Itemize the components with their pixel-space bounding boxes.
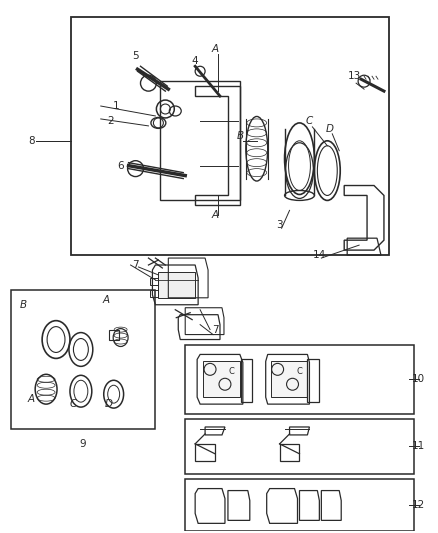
Text: D: D bbox=[105, 399, 113, 409]
Text: 12: 12 bbox=[412, 500, 425, 511]
Text: 10: 10 bbox=[412, 374, 425, 384]
Text: 6: 6 bbox=[117, 160, 124, 171]
Text: 11: 11 bbox=[412, 441, 425, 451]
Text: 1: 1 bbox=[113, 101, 119, 111]
Text: B: B bbox=[237, 131, 244, 141]
Text: A: A bbox=[102, 295, 110, 305]
Text: 4: 4 bbox=[192, 56, 198, 66]
Text: 9: 9 bbox=[80, 439, 86, 449]
Text: D: D bbox=[325, 124, 333, 134]
Text: A: A bbox=[212, 44, 219, 54]
Text: A: A bbox=[28, 394, 35, 404]
Text: 13: 13 bbox=[347, 71, 361, 81]
Text: 2: 2 bbox=[107, 116, 114, 126]
Text: C: C bbox=[297, 367, 302, 376]
Text: C: C bbox=[306, 116, 313, 126]
Bar bbox=[185, 479, 414, 531]
Bar bbox=[11, 290, 155, 429]
Text: 7: 7 bbox=[212, 325, 218, 335]
Text: 5: 5 bbox=[132, 51, 139, 61]
Text: 14: 14 bbox=[313, 250, 326, 260]
Text: 3: 3 bbox=[276, 220, 283, 230]
Bar bbox=[185, 419, 414, 474]
Polygon shape bbox=[159, 272, 195, 298]
Text: C: C bbox=[229, 367, 235, 376]
Text: C: C bbox=[69, 399, 77, 409]
Text: 7: 7 bbox=[132, 260, 139, 270]
Polygon shape bbox=[271, 361, 307, 397]
Bar bbox=[185, 344, 414, 414]
Polygon shape bbox=[203, 361, 240, 397]
Text: 8: 8 bbox=[28, 136, 35, 146]
Bar bbox=[109, 329, 119, 340]
Text: B: B bbox=[20, 300, 27, 310]
Bar bbox=[71, 17, 389, 255]
Text: A: A bbox=[212, 211, 219, 220]
